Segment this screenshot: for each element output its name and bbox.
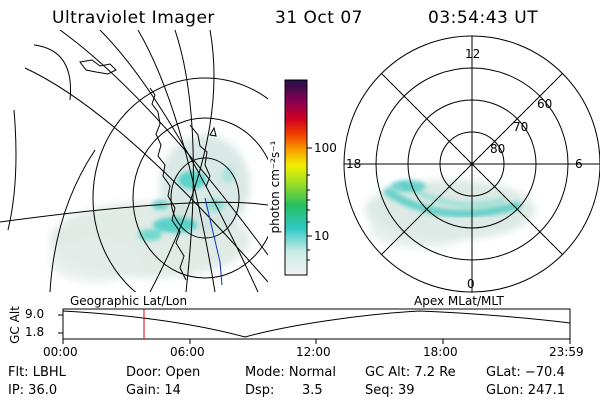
mlat-label-60: 60 [537, 97, 553, 111]
colorbar-unit-label: photon cm⁻²s⁻¹ [268, 140, 282, 234]
time-tick-0000: 00:00 [43, 345, 78, 359]
geographic-label: Geographic Lat/Lon [70, 294, 188, 308]
status-gain: Gain: 14 [126, 383, 181, 398]
app-title: Ultraviolet Imager [52, 8, 215, 28]
header-date: 31 Oct 07 [275, 8, 363, 28]
mlt-label-12: 12 [465, 47, 481, 61]
time-tick-0600: 06:00 [170, 345, 205, 359]
status-gc-alt: GC Alt: 7.2 Re [365, 365, 456, 380]
header-time: 03:54:43 UT [428, 8, 539, 28]
time-tick-1200: 12:00 [296, 345, 331, 359]
coastlines [79, 59, 217, 281]
polar-plot [343, 35, 600, 293]
time-tick-2359: 23:59 [549, 345, 584, 359]
mlat-label-70: 70 [513, 120, 529, 134]
status-mode: Mode: Normal [245, 365, 336, 380]
status-filter: Flt: LBHL [8, 365, 66, 380]
mlt-label-18: 18 [346, 157, 362, 171]
apex-label: Apex MLat/MLT [414, 294, 504, 308]
polar-emission-oval [382, 179, 522, 218]
altitude-tick-9: 9.0 [25, 307, 45, 321]
colorbar-tick-100: 100 [314, 141, 337, 155]
mlt-label-0: 0 [467, 277, 475, 291]
altitude-curve [62, 310, 571, 338]
status-glon: GLon: 247.1 [486, 383, 566, 398]
lat-lon-grid [0, 30, 268, 292]
mlt-label-6: 6 [575, 157, 583, 171]
altitude-tick-1-8: 1.8 [25, 325, 45, 339]
geographic-map [0, 30, 268, 292]
mlat-label-80: 80 [490, 142, 506, 156]
altitude-axis-label: GC Alt [8, 306, 22, 344]
status-dsp-label: Dsp: [245, 383, 275, 398]
status-dsp-value: 3.5 [302, 383, 323, 398]
status-door: Door: Open [126, 365, 201, 380]
altitude-strip [58, 308, 571, 344]
time-tick-1800: 18:00 [423, 345, 458, 359]
satellite-track [204, 197, 223, 286]
colorbar-tick-10: 10 [314, 229, 330, 243]
status-ip: IP: 36.0 [8, 383, 58, 398]
status-glat: GLat: −70.4 [486, 365, 565, 380]
color-bar [284, 79, 312, 276]
status-seq: Seq: 39 [365, 383, 415, 398]
